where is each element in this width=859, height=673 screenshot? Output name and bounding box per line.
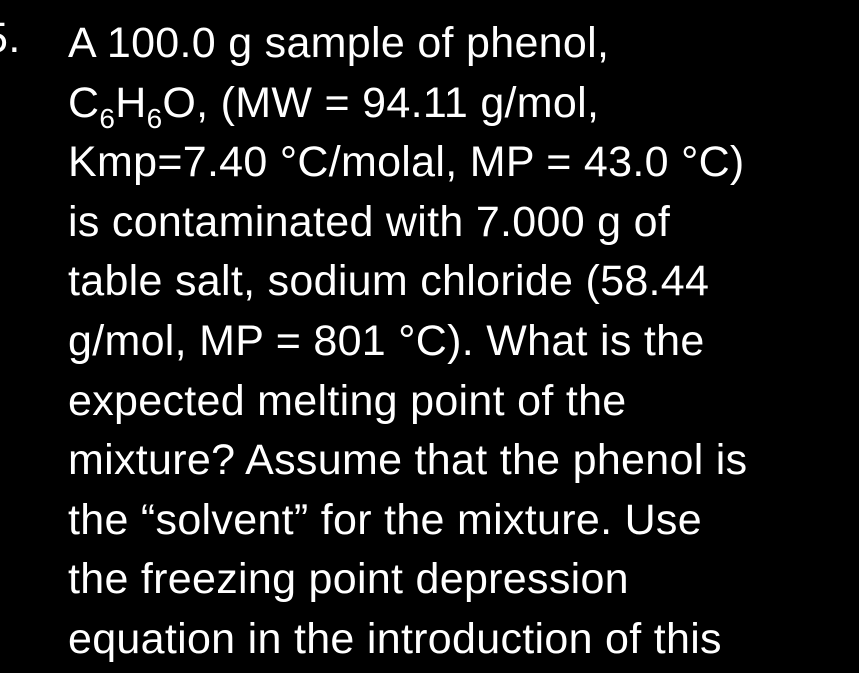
- text-line-2a: C: [68, 79, 99, 127]
- text-line-6: g/mol, MP = 801 °C). What is the: [68, 317, 705, 365]
- text-line-11: equation in the introduction of this: [68, 615, 722, 663]
- text-line-3: Kmp=7.40 °C/molal, MP = 43.0 °C): [68, 138, 745, 186]
- subscript-6a: 6: [99, 103, 115, 134]
- text-line-7: expected melting point of the: [68, 377, 627, 425]
- text-line-8: mixture? Assume that the phenol is: [68, 436, 747, 484]
- text-line-10: the freezing point depression: [68, 555, 629, 603]
- text-line-9: the “solvent” for the mixture. Use: [68, 496, 702, 544]
- subscript-6b: 6: [147, 103, 163, 134]
- text-line-5: table salt, sodium chloride (58.44: [68, 257, 709, 305]
- text-line-2b: H: [115, 79, 146, 127]
- text-line-1: A 100.0 g sample of phenol,: [68, 19, 609, 67]
- text-line-4: is contaminated with 7.000 g of: [68, 198, 670, 246]
- question-body: A 100.0 g sample of phenol, C6H6O, (MW =…: [68, 14, 858, 670]
- slide: 5. A 100.0 g sample of phenol, C6H6O, (M…: [0, 0, 859, 673]
- text-line-2c: O, (MW = 94.11 g/mol,: [162, 79, 599, 127]
- question-number: 5.: [0, 14, 21, 63]
